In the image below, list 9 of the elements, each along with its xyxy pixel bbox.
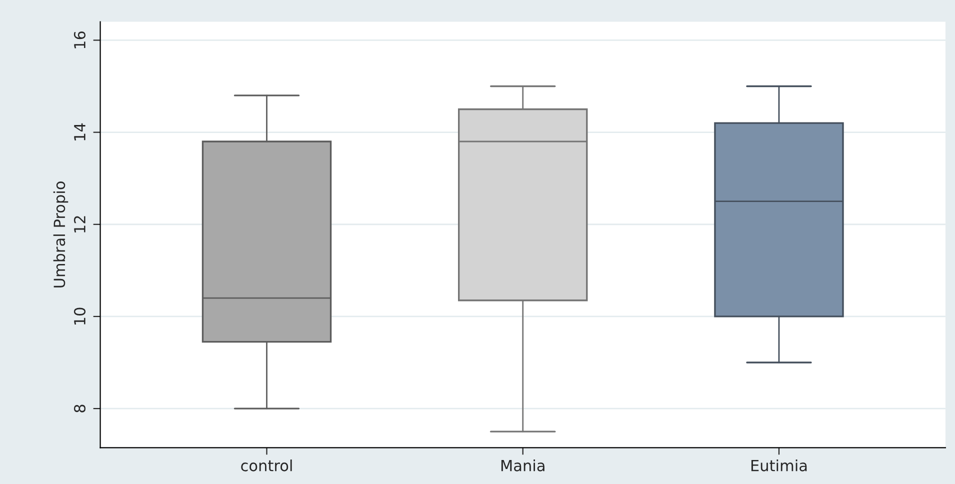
y-tick-label: 8 [74, 404, 86, 412]
y-tick-label: 14 [74, 123, 86, 140]
y-tick-label: 12 [74, 216, 86, 232]
y-tick-label: 16 [74, 31, 86, 48]
x-tick-label: Mania [501, 460, 544, 472]
y-tick-label: 10 [74, 308, 86, 325]
x-tick-label: control [241, 460, 292, 472]
x-tick-label: Eutimia [751, 460, 807, 472]
y-axis-title: Umbral Propio [53, 182, 68, 288]
